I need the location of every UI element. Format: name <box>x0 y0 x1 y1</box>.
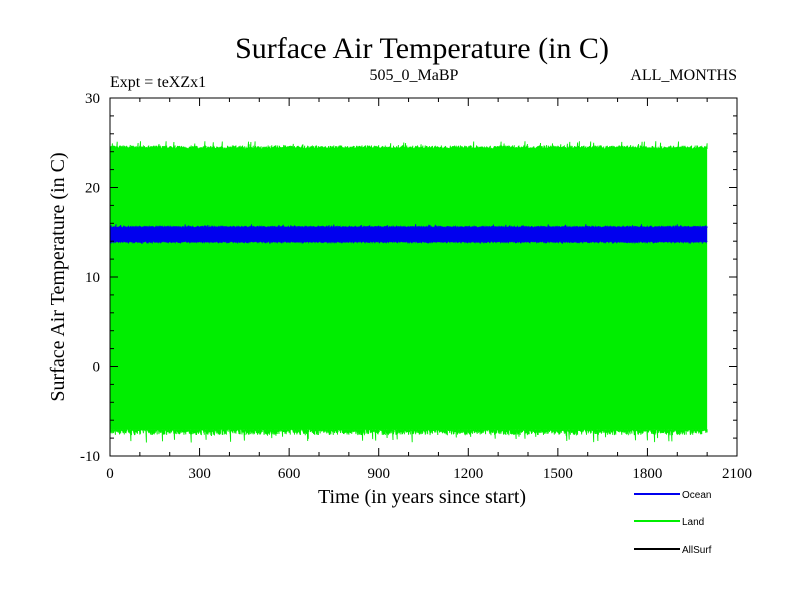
legend-label: AllSurf <box>682 545 712 556</box>
series-layer <box>109 141 708 443</box>
x-tick-label: 300 <box>188 466 211 482</box>
x-tick-label: 900 <box>367 466 390 482</box>
legend-label: Ocean <box>682 490 711 501</box>
series-land <box>109 141 708 443</box>
series-ocean-band <box>110 227 708 242</box>
y-tick-label: 0 <box>93 360 101 376</box>
series-ocean <box>109 224 708 244</box>
legend-label: Land <box>682 517 704 528</box>
y-tick-label: 30 <box>85 91 100 107</box>
y-tick-label: 10 <box>85 270 100 286</box>
period-label: 505_0_MaBP <box>370 67 459 84</box>
legend-item-land: Land <box>634 517 704 528</box>
x-tick-label: 600 <box>278 466 301 482</box>
series-ocean-lower-edge <box>109 239 708 244</box>
x-axis-label: Time (in years since start) <box>318 486 526 508</box>
legend: Ocean Land AllSurf <box>634 490 712 556</box>
experiment-label: Expt = teXZx1 <box>110 74 206 91</box>
legend-item-ocean: Ocean <box>634 490 711 501</box>
series-land-upper-edge <box>109 141 708 151</box>
y-axis-label: Surface Air Temperature (in C) <box>47 152 69 401</box>
months-label: ALL_MONTHS <box>630 67 737 84</box>
chart-title: Surface Air Temperature (in C) <box>235 32 609 65</box>
x-tick-label: 0 <box>106 466 114 482</box>
x-tick-label: 1500 <box>543 466 573 482</box>
x-tick-label: 2100 <box>722 466 752 482</box>
axis-layer: 0 300 600 900 1200 1500 1800 2100 -10 0 10 20 30 <box>80 91 752 482</box>
legend-item-allsurf: AllSurf <box>634 545 712 556</box>
series-land-lower-edge <box>109 427 708 443</box>
x-tick-label: 1200 <box>453 466 483 482</box>
x-tick-label: 1800 <box>632 466 662 482</box>
y-tick-label: 20 <box>85 181 100 197</box>
y-tick-label: -10 <box>80 449 100 465</box>
series-ocean-upper-edge <box>109 224 708 230</box>
series-land-band <box>110 149 708 430</box>
